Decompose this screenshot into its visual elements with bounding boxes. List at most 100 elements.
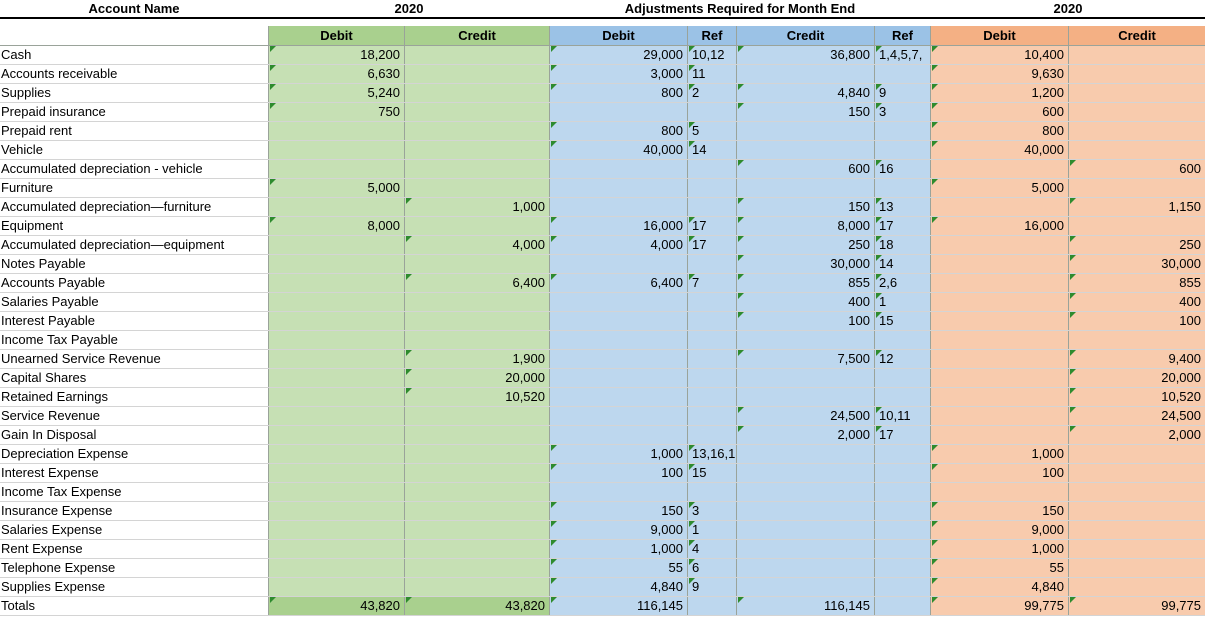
- value-cell-td[interactable]: [269, 558, 404, 577]
- value-cell-tc[interactable]: 1,000: [512, 199, 545, 214]
- subheader-adj-credit-ref[interactable]: Ref: [892, 28, 913, 43]
- value-cell-fd[interactable]: 5,000: [1031, 180, 1064, 195]
- value-cell-fd[interactable]: [931, 197, 1068, 216]
- value-cell-acr[interactable]: 17: [879, 218, 894, 233]
- value-cell-ac[interactable]: [737, 444, 874, 463]
- value-cell-fc[interactable]: 600: [1179, 161, 1201, 176]
- account-name-cell[interactable]: Gain In Disposal: [1, 427, 97, 442]
- value-cell-fc[interactable]: [1069, 463, 1205, 482]
- value-cell-fc[interactable]: 1,150: [1168, 199, 1201, 214]
- value-cell-td[interactable]: [269, 463, 404, 482]
- value-cell-tc[interactable]: [405, 216, 549, 235]
- value-cell-ad[interactable]: [550, 254, 687, 273]
- value-cell-adr[interactable]: [688, 102, 736, 121]
- value-cell-ac[interactable]: [737, 330, 874, 349]
- value-cell-ad[interactable]: 116,145: [636, 598, 683, 613]
- value-cell-ac[interactable]: [737, 558, 874, 577]
- account-name-cell[interactable]: Telephone Expense: [1, 560, 116, 575]
- value-cell-adr[interactable]: 15: [692, 465, 707, 480]
- value-cell-acr[interactable]: [875, 520, 930, 539]
- value-cell-ad[interactable]: 6,400: [650, 275, 683, 290]
- value-cell-fd[interactable]: [931, 273, 1068, 292]
- value-cell-ad[interactable]: [550, 102, 687, 121]
- value-cell-tc[interactable]: [405, 102, 549, 121]
- value-cell-td[interactable]: 18,200: [360, 47, 400, 62]
- value-cell-tc[interactable]: [405, 254, 549, 273]
- account-name-cell[interactable]: Retained Earnings: [1, 389, 108, 404]
- value-cell-td[interactable]: [269, 349, 404, 368]
- value-cell-ac[interactable]: 36,800: [830, 47, 870, 62]
- value-cell-acr[interactable]: 12: [879, 351, 894, 366]
- value-cell-td[interactable]: [269, 235, 404, 254]
- value-cell-tc[interactable]: 4,000: [512, 237, 545, 252]
- value-cell-adr[interactable]: [688, 254, 736, 273]
- value-cell-adr[interactable]: 7: [692, 275, 700, 290]
- value-cell-fc[interactable]: 855: [1179, 275, 1201, 290]
- account-name-cell[interactable]: Accumulated depreciation—equipment: [1, 237, 225, 252]
- value-cell-fc[interactable]: 10,520: [1161, 389, 1201, 404]
- value-cell-acr[interactable]: 1,4,5,7,: [879, 47, 923, 62]
- value-cell-adr[interactable]: [688, 197, 736, 216]
- value-cell-adr[interactable]: 9: [692, 579, 700, 594]
- value-cell-fc[interactable]: 30,000: [1161, 256, 1201, 271]
- value-cell-td[interactable]: [269, 444, 404, 463]
- value-cell-ad[interactable]: [550, 349, 687, 368]
- value-cell-ad[interactable]: 1,000: [650, 541, 683, 556]
- subheader-adj-debit-ref[interactable]: Ref: [701, 28, 723, 43]
- value-cell-tc[interactable]: [405, 520, 549, 539]
- value-cell-adr[interactable]: [688, 406, 736, 425]
- value-cell-fd[interactable]: [931, 387, 1068, 406]
- value-cell-acr[interactable]: [875, 444, 930, 463]
- value-cell-ad[interactable]: [550, 197, 687, 216]
- account-name-cell[interactable]: Insurance Expense: [1, 503, 113, 518]
- value-cell-td[interactable]: [269, 482, 404, 501]
- account-name-cell[interactable]: Totals: [1, 598, 35, 613]
- value-cell-td[interactable]: [269, 159, 404, 178]
- value-cell-fd[interactable]: 40,000: [1024, 142, 1064, 157]
- value-cell-ac[interactable]: 8,000: [837, 218, 870, 233]
- value-cell-ad[interactable]: 1,000: [650, 446, 683, 461]
- value-cell-adr[interactable]: 5: [692, 123, 700, 138]
- value-cell-tc[interactable]: [405, 178, 549, 197]
- value-cell-fd[interactable]: 1,000: [1031, 541, 1064, 556]
- value-cell-td[interactable]: 43,820: [360, 598, 400, 613]
- value-cell-adr[interactable]: 11: [692, 66, 706, 81]
- value-cell-tc[interactable]: [405, 539, 549, 558]
- value-cell-acr[interactable]: [875, 558, 930, 577]
- account-name-cell[interactable]: Accounts Payable: [1, 275, 106, 290]
- value-cell-tc[interactable]: [405, 558, 549, 577]
- value-cell-ad[interactable]: 40,000: [643, 142, 683, 157]
- value-cell-adr[interactable]: 10,12: [692, 47, 725, 62]
- value-cell-td[interactable]: [269, 292, 404, 311]
- value-cell-acr[interactable]: [875, 140, 930, 159]
- value-cell-ad[interactable]: 55: [668, 560, 683, 575]
- value-cell-acr[interactable]: [875, 596, 930, 615]
- value-cell-adr[interactable]: 6: [692, 560, 700, 575]
- value-cell-tc[interactable]: [405, 121, 549, 140]
- value-cell-adr[interactable]: [688, 178, 736, 197]
- value-cell-fd[interactable]: 99,775: [1024, 598, 1064, 613]
- value-cell-td[interactable]: [269, 425, 404, 444]
- value-cell-tc[interactable]: [405, 311, 549, 330]
- value-cell-fd[interactable]: 100: [1042, 465, 1064, 480]
- value-cell-tc[interactable]: 6,400: [512, 275, 545, 290]
- value-cell-ad[interactable]: 29,000: [643, 47, 683, 62]
- value-cell-acr[interactable]: 15: [879, 313, 894, 328]
- value-cell-ad[interactable]: [550, 311, 687, 330]
- value-cell-ac[interactable]: 7,500: [837, 351, 870, 366]
- value-cell-fd[interactable]: 9,630: [1031, 66, 1064, 81]
- value-cell-ad[interactable]: 4,840: [650, 579, 683, 594]
- account-name-cell[interactable]: Capital Shares: [1, 370, 87, 385]
- value-cell-acr[interactable]: 14: [879, 256, 894, 271]
- value-cell-ac[interactable]: 855: [848, 275, 870, 290]
- value-cell-fd[interactable]: [931, 159, 1068, 178]
- value-cell-tc[interactable]: [405, 406, 549, 425]
- value-cell-ad[interactable]: 150: [661, 503, 683, 518]
- value-cell-acr[interactable]: [875, 501, 930, 520]
- value-cell-adr[interactable]: [688, 425, 736, 444]
- value-cell-fd[interactable]: [931, 482, 1068, 501]
- value-cell-acr[interactable]: [875, 463, 930, 482]
- account-name-cell[interactable]: Salaries Payable: [1, 294, 99, 309]
- value-cell-td[interactable]: 6,630: [367, 66, 400, 81]
- value-cell-ad[interactable]: [550, 292, 687, 311]
